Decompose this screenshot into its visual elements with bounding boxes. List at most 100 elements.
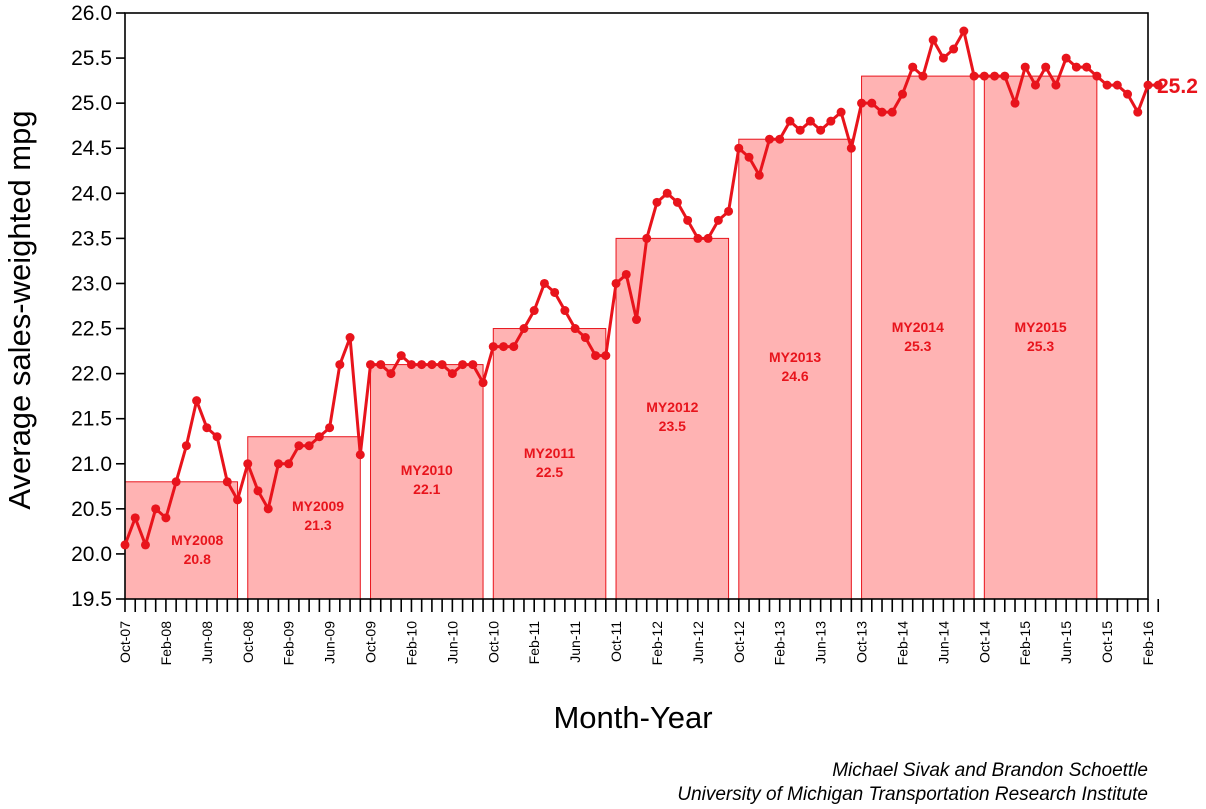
mpg-data-point: [560, 306, 570, 316]
mpg-data-point: [857, 98, 867, 108]
y-tick-label: 20.5: [71, 498, 112, 521]
mpg-data-point: [1030, 80, 1040, 90]
x-tick-label: Oct-10: [485, 621, 501, 663]
credit-institute: University of Michigan Transportation Re…: [677, 784, 1148, 805]
mpg-data-point: [447, 369, 457, 379]
mpg-data-point: [1061, 53, 1071, 63]
x-tick-label: Jun-15: [1058, 621, 1074, 664]
x-tick-label: Oct-15: [1099, 621, 1115, 663]
model-year-name: MY2008: [171, 532, 223, 548]
mpg-data-point: [734, 143, 744, 153]
model-year-name: MY2013: [769, 349, 821, 365]
mpg-data-point: [1010, 98, 1020, 108]
mpg-data-point: [212, 432, 222, 442]
mpg-data-point: [918, 71, 928, 81]
mpg-data-point: [396, 351, 406, 361]
mpg-data-point: [990, 71, 1000, 81]
model-year-bar: [738, 138, 852, 600]
mpg-data-point: [386, 369, 396, 379]
mpg-data-point: [621, 269, 631, 279]
mpg-data-point: [427, 360, 437, 370]
x-tick-label: Oct-08: [240, 621, 256, 663]
x-tick-label: Feb-16: [1140, 621, 1156, 666]
mpg-data-point: [499, 342, 509, 352]
y-tick-label: 21.5: [71, 408, 112, 431]
x-tick-label: Oct-14: [976, 621, 992, 663]
y-tick-label: 23.0: [71, 272, 112, 295]
mpg-data-point: [805, 116, 815, 126]
mpg-data-point: [887, 107, 897, 117]
x-tick-label: Oct-07: [117, 621, 133, 663]
mpg-line-series: [120, 26, 1163, 550]
mpg-data-point: [151, 504, 161, 514]
mpg-data-point: [284, 459, 294, 469]
mpg-data-point: [1092, 71, 1102, 81]
x-tick-label: Oct-12: [731, 621, 747, 663]
mpg-data-point: [1102, 80, 1112, 90]
mpg-data-point: [683, 215, 693, 225]
mpg-data-point: [1133, 107, 1143, 117]
y-tick-label: 26.0: [71, 2, 112, 25]
mpg-data-point: [897, 89, 907, 99]
mpg-data-point: [969, 71, 979, 81]
mpg-data-point: [437, 360, 447, 370]
mpg-data-point: [908, 62, 918, 72]
mpg-data-point: [949, 44, 959, 54]
x-tick-label: Feb-15: [1017, 621, 1033, 666]
mpg-data-point: [345, 333, 355, 343]
mpg-data-point: [785, 116, 795, 126]
mpg-data-point: [1051, 80, 1061, 90]
x-tick-label: Jun-11: [567, 621, 583, 663]
mpg-data-point: [325, 423, 335, 433]
x-tick-label: Feb-10: [403, 621, 419, 666]
mpg-data-point: [836, 107, 846, 117]
mpg-data-point: [867, 98, 877, 108]
mpg-data-point: [1071, 62, 1081, 72]
y-tick-label: 22.0: [71, 363, 112, 386]
y-tick-label: 20.0: [71, 543, 112, 566]
mpg-data-point: [775, 134, 785, 144]
x-tick-label: Jun-10: [444, 621, 460, 664]
mpg-data-point: [611, 278, 621, 288]
mpg-data-point: [591, 351, 601, 361]
y-tick-label: 19.5: [71, 588, 112, 611]
mpg-data-point: [816, 125, 826, 135]
x-tick-label: Oct-13: [854, 621, 870, 663]
mpg-data-point: [468, 360, 478, 370]
model-year-value: 23.5: [659, 418, 686, 434]
mpg-data-point: [1143, 80, 1153, 90]
mpg-data-point: [928, 35, 938, 45]
model-year-name: MY2015: [1015, 319, 1067, 335]
mpg-data-point: [754, 170, 764, 180]
mpg-data-point: [488, 342, 498, 352]
mpg-data-point: [355, 450, 365, 460]
mpg-data-point: [171, 477, 181, 487]
mpg-data-point: [273, 459, 283, 469]
mpg-data-point: [529, 306, 539, 316]
mpg-data-point: [672, 197, 682, 207]
x-axis-title: Month-Year: [553, 700, 712, 735]
mpg-data-point: [222, 477, 232, 487]
model-year-bar: [492, 328, 607, 600]
mpg-data-point: [140, 540, 150, 550]
model-year-value: 20.8: [184, 551, 211, 567]
mpg-data-point: [713, 215, 723, 225]
model-year-value: 25.3: [904, 338, 931, 354]
y-tick-label: 24.0: [71, 182, 112, 205]
mpg-data-point: [243, 459, 253, 469]
mpg-data-point: [795, 125, 805, 135]
y-axis-title: Average sales-weighted mpg: [2, 110, 37, 509]
x-tick-label: Feb-14: [894, 621, 910, 666]
mpg-data-point: [1000, 71, 1010, 81]
x-tick-label: Feb-12: [649, 621, 665, 666]
mpg-data-point: [161, 513, 171, 523]
mpg-data-point: [366, 360, 376, 370]
x-tick-label: Oct-11: [608, 621, 624, 662]
model-year-value: 25.3: [1027, 338, 1054, 354]
mpg-data-point: [539, 278, 549, 288]
model-year-name: MY2010: [401, 462, 453, 478]
model-year-bar: [615, 237, 730, 600]
x-tick-label: Feb-13: [772, 621, 788, 666]
mpg-data-point: [202, 423, 212, 433]
